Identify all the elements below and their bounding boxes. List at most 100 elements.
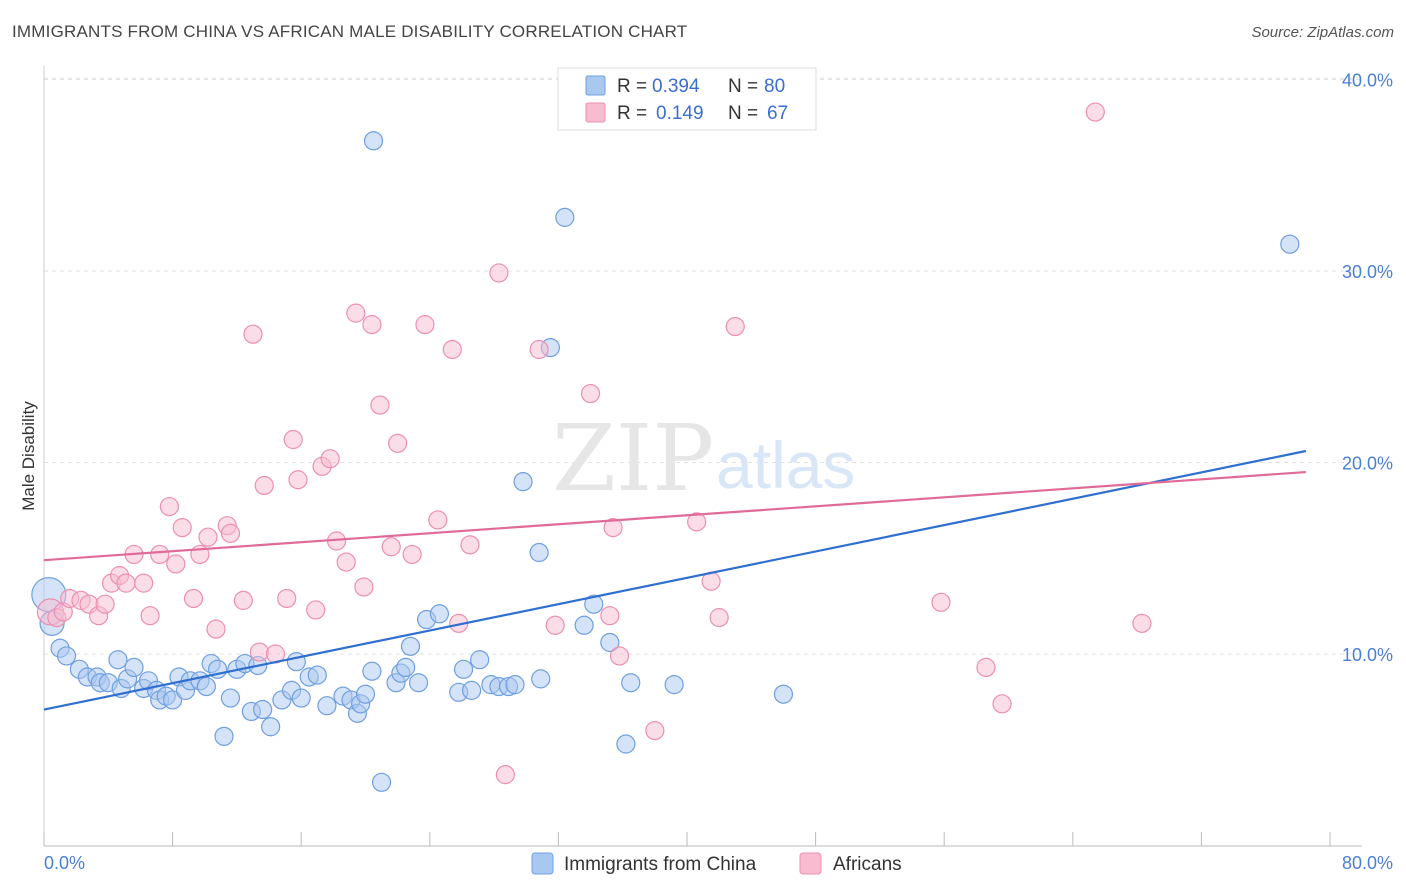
africa-point-53: [580, 383, 601, 404]
africa-point-56: [609, 646, 630, 666]
africa-point-46: [442, 339, 462, 360]
legend-swatch-africa: [585, 102, 606, 123]
x-tick-label-min: 0.0%: [44, 853, 85, 873]
africa-point-51: [529, 339, 549, 360]
y-axis-tick-labels: 10.0% 20.0% 30.0% 40.0%: [1342, 71, 1393, 666]
legend-swatch-china: [585, 75, 606, 96]
africa-point-58: [687, 512, 707, 532]
africa-points: [36, 102, 1152, 785]
africa-point-38: [354, 577, 374, 597]
legend-n-value-china: 80: [764, 76, 785, 97]
china-point-51: [396, 657, 416, 678]
china-point-58: [461, 680, 482, 700]
china-point-40: [317, 696, 337, 716]
africa-point-37: [346, 303, 366, 323]
china-point-68: [555, 207, 575, 227]
africa-point-13: [140, 606, 160, 626]
legend-n-value-africa: 67: [767, 103, 788, 124]
x-axis-ticks: [43, 832, 1331, 846]
africa-point-10: [116, 573, 136, 593]
china-point-76: [1280, 234, 1300, 254]
africa-point-62: [931, 592, 951, 612]
africa-point-25: [243, 324, 263, 344]
africa-point-43: [402, 544, 422, 565]
x-tick-label-max: 80.0%: [1342, 853, 1393, 873]
africa-point-15: [159, 496, 179, 517]
china-point-27: [220, 688, 241, 708]
watermark-zip: ZIP: [552, 405, 714, 512]
china-point-46: [362, 661, 382, 681]
africa-point-20: [198, 527, 218, 547]
africa-point-27: [254, 475, 274, 496]
china-point-71: [600, 632, 620, 653]
watermark-atlas: atlas: [716, 428, 855, 502]
china-point-18: [163, 690, 183, 710]
china-point-57: [453, 659, 474, 679]
chart-title: IMMIGRANTS FROM CHINA VS AFRICAN MALE DI…: [12, 22, 688, 41]
china-point-26: [214, 726, 234, 746]
africa-point-36: [336, 552, 356, 572]
africa-point-18: [183, 588, 204, 609]
africa-point-12: [134, 573, 154, 593]
africa-point-42: [388, 433, 408, 453]
china-point-9: [108, 650, 128, 670]
legend-n-label-africa: N =: [728, 103, 758, 124]
y-tick-label-10: 10.0%: [1342, 645, 1393, 665]
africa-point-63: [976, 657, 996, 678]
china-point-36: [286, 652, 306, 672]
africa-point-66: [1132, 613, 1152, 633]
china-point-63: [505, 675, 525, 695]
series-legend-swatch-china: [531, 852, 554, 875]
africa-point-41: [381, 537, 401, 557]
china-point-59: [470, 650, 490, 670]
africa-point-40: [370, 395, 390, 415]
y-axis-label: Male Disability: [19, 401, 38, 511]
africa-point-50: [495, 765, 515, 785]
china-point-45: [355, 684, 376, 704]
africa-point-39: [362, 315, 382, 335]
africa-point-34: [320, 449, 340, 469]
legend-n-label-china: N =: [728, 76, 758, 97]
stats-legend: R = 0.394 N = 80 R = 0.149 N = 67: [557, 67, 817, 131]
series-legend-swatch-africa: [799, 852, 822, 875]
africa-point-29: [277, 588, 297, 609]
china-point-52: [400, 636, 421, 656]
legend-r-label-china: R =: [617, 76, 647, 97]
africa-point-23: [220, 523, 241, 543]
africa-point-48: [460, 535, 480, 555]
series-legend-label-africa: Africans: [833, 854, 902, 875]
china-point-55: [429, 604, 450, 624]
china-point-75: [773, 684, 794, 704]
africa-point-24: [233, 590, 253, 610]
africa-point-61: [725, 316, 745, 337]
y-tick-label-30: 30.0%: [1342, 262, 1393, 282]
africa-point-32: [306, 600, 326, 620]
china-point-72: [616, 734, 636, 754]
china-point-32: [253, 699, 273, 720]
africa-point-49: [489, 263, 509, 283]
africa-point-7: [95, 594, 115, 614]
source-label: Source: ZipAtlas.com: [1251, 24, 1394, 41]
gridlines: [44, 77, 1362, 655]
africa-point-17: [172, 518, 192, 538]
africa-point-21: [206, 619, 226, 639]
africa-point-26: [249, 642, 270, 662]
watermark: ZIP atlas: [552, 405, 855, 512]
china-point-48: [371, 772, 392, 792]
africa-point-31: [288, 470, 308, 490]
china-point-3: [56, 646, 77, 666]
legend-r-value-africa: 0.149: [656, 103, 704, 124]
china-point-74: [664, 675, 684, 695]
china-point-70: [584, 594, 604, 614]
china-point-69: [574, 615, 594, 635]
africa-point-65: [1085, 102, 1105, 122]
y-tick-label-20: 20.0%: [1342, 454, 1393, 474]
china-point-23: [196, 676, 216, 697]
china-point-33: [261, 717, 281, 737]
africa-point-55: [603, 518, 623, 538]
africa-point-44: [415, 315, 435, 335]
africa-point-45: [428, 510, 448, 530]
china-point-65: [529, 542, 549, 563]
china-point-37: [291, 688, 311, 708]
africa-point-64: [992, 694, 1012, 714]
